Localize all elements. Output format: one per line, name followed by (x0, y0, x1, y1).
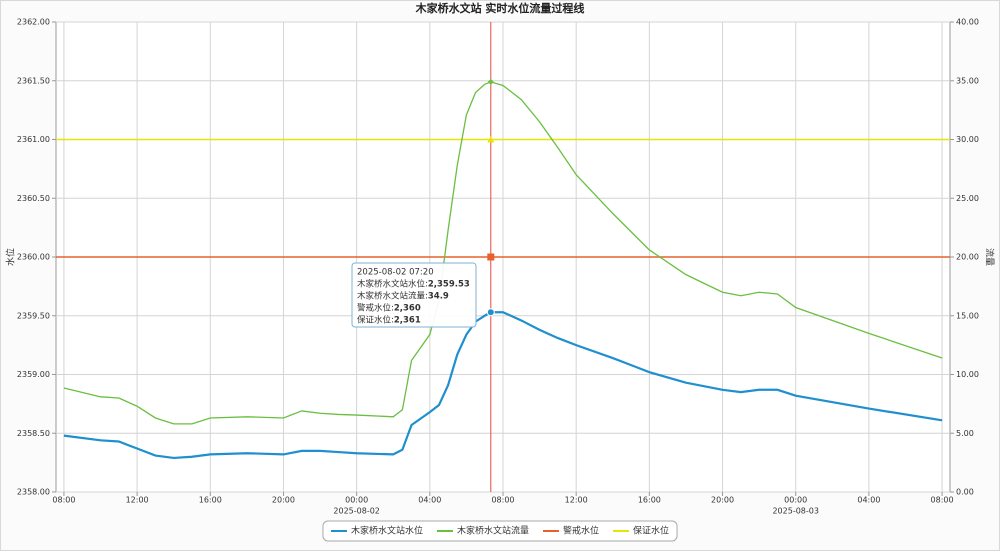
tooltip-box (351, 262, 477, 328)
y-tick-label: 2362.00 (17, 18, 50, 27)
y-axis-title: 水位 (5, 248, 17, 266)
cursor-point (487, 253, 495, 261)
tooltip-value: 2,359.53 (428, 280, 470, 290)
y-tick-label: 2358.50 (17, 429, 50, 438)
tooltip-value: 2,360 (394, 304, 421, 314)
y-tick-label: 2359.00 (17, 370, 50, 379)
x-tick-label: 20:00 (711, 496, 734, 505)
tooltip-value: 34.9 (428, 292, 449, 302)
legend-label: 警戒水位 (563, 525, 599, 537)
x-tick-label: 04:00 (418, 496, 441, 505)
x-tick-label: 00:00 (345, 496, 368, 505)
y2-tick-label: 10.00 (956, 370, 979, 379)
x-tick-label: 12:00 (565, 496, 588, 505)
legend: 木家桥水文站水位 木家桥水文站流量 警戒水位 保证水位 (322, 520, 678, 542)
cursor-point (487, 78, 494, 85)
y2-tick-label: 15.00 (956, 311, 979, 320)
cursor-point (487, 136, 495, 143)
x-tick-label: 04:00 (857, 496, 880, 505)
legend-label: 木家桥水文站流量 (457, 525, 529, 537)
y-tick-label: 2360.50 (17, 194, 50, 203)
y-tick-label: 2361.50 (17, 76, 50, 85)
tooltip-label: 警戒水位: (357, 303, 394, 314)
cursor-point (486, 308, 495, 317)
x-tick-label: 08:00 (491, 496, 514, 505)
x-tick-label: 08:00 (52, 496, 75, 505)
x-tick-label: 08:00 (931, 496, 954, 505)
y2-tick-label: 0.00 (956, 488, 974, 497)
legend-box (322, 520, 678, 542)
y2-tick-label: 40.00 (956, 18, 979, 27)
x-tick-label: 12:00 (126, 496, 149, 505)
chart-title: 木家桥水文站 实时水位流量过程线 (415, 1, 585, 15)
x-tick-label: 16:00 (638, 496, 661, 505)
x-date-label: 2025-08-02 (333, 507, 380, 516)
series-line (63, 81, 943, 425)
y2-tick-label: 25.00 (956, 194, 979, 203)
tooltip-label: 木家桥水文站流量: (357, 291, 428, 302)
y2-axis-title: 流量 (984, 248, 996, 266)
y2-tick-label: 35.00 (956, 76, 979, 85)
x-tick-label: 00:00 (784, 496, 807, 505)
legend-label: 木家桥水文站水位 (351, 525, 423, 537)
x-tick-label: 20:00 (272, 496, 295, 505)
y2-tick-label: 20.00 (956, 253, 979, 262)
y-tick-label: 2361.00 (17, 135, 50, 144)
tooltip-label: 保证水位: (357, 315, 394, 326)
tooltip-title: 2025-08-02 07:20 (357, 268, 434, 278)
y-tick-label: 2359.50 (17, 311, 50, 320)
y-tick-label: 2360.00 (17, 253, 50, 262)
tooltip-label: 木家桥水文站水位: (357, 279, 428, 290)
x-date-label: 2025-08-03 (772, 507, 819, 516)
y2-tick-label: 5.00 (956, 429, 974, 438)
tooltip-value: 2,361 (394, 316, 421, 326)
legend-label: 保证水位 (633, 525, 669, 537)
x-tick-label: 16:00 (199, 496, 222, 505)
y2-tick-label: 30.00 (956, 135, 979, 144)
y-tick-label: 2358.00 (17, 488, 50, 497)
series-line (63, 311, 943, 460)
